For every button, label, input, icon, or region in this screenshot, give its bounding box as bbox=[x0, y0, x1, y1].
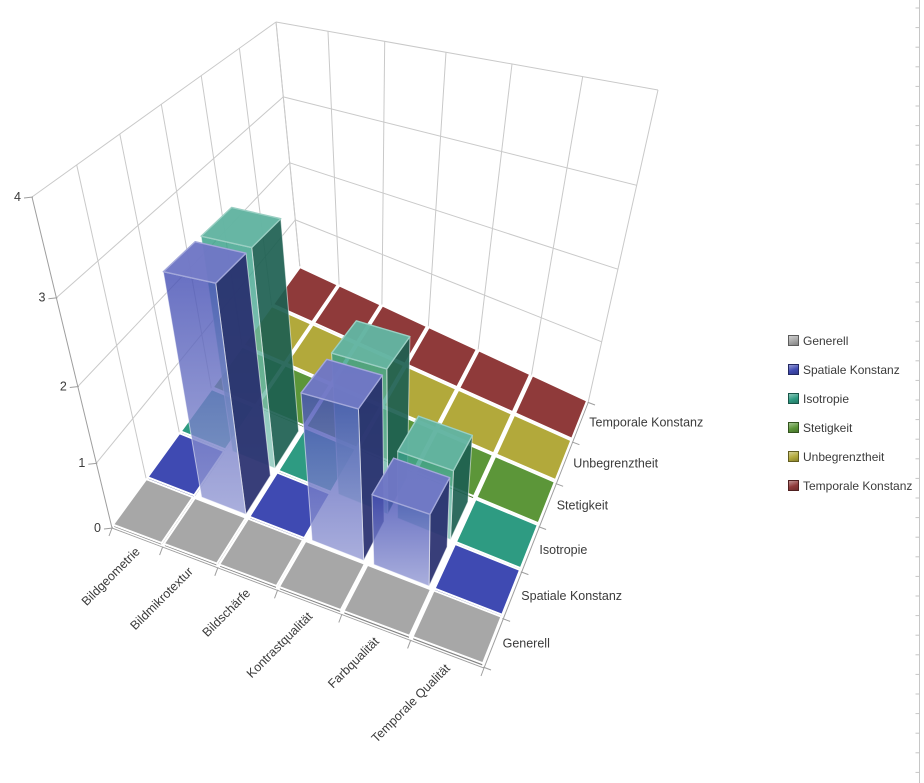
depth-axis-label: Temporale Konstanz bbox=[589, 416, 703, 430]
value-axis-label: 0 bbox=[94, 521, 101, 535]
value-axis-label: 1 bbox=[78, 456, 85, 470]
legend-label: Isotropie bbox=[803, 391, 850, 406]
depth-axis-label: Spatiale Konstanz bbox=[521, 589, 622, 603]
legend: Generell Spatiale Konstanz Isotropie Stetig… bbox=[788, 326, 912, 500]
bar-top-face bbox=[397, 415, 474, 472]
tile-top-face bbox=[411, 589, 503, 665]
bar-s1-c3 bbox=[300, 358, 385, 561]
legend-label: Temporale Konstanz bbox=[803, 478, 913, 493]
tile-top-face bbox=[436, 388, 513, 455]
legend-swatch-icon bbox=[788, 422, 799, 433]
value-axis-label: 2 bbox=[60, 380, 67, 394]
legend-item: Generell bbox=[788, 326, 912, 355]
value-axis-label: 3 bbox=[38, 291, 45, 305]
legend-label: Generell bbox=[803, 333, 849, 348]
tile-top-face bbox=[458, 349, 532, 414]
legend-item: Spatiale Konstanz bbox=[788, 355, 912, 384]
bar-s1-c1 bbox=[162, 240, 271, 515]
legend-swatch-icon bbox=[788, 480, 799, 491]
legend-label: Unbegrenztheit bbox=[803, 449, 885, 464]
legend-item: Unbegrenztheit bbox=[788, 442, 912, 471]
tile-top-face bbox=[433, 542, 521, 616]
legend-swatch-icon bbox=[788, 335, 799, 346]
bar-top-face bbox=[300, 358, 384, 410]
bar-s1-c4 bbox=[371, 457, 451, 587]
tile-top-face bbox=[514, 374, 589, 440]
bars-and-tiles bbox=[112, 206, 589, 668]
tile-top-face bbox=[278, 539, 366, 611]
worksheet-edge-ruler bbox=[915, 0, 920, 783]
bar-top-face bbox=[162, 240, 247, 284]
zero-tile-s0-c5 bbox=[411, 589, 503, 668]
category-label: Kontrastqualität bbox=[244, 609, 316, 681]
tile-top-face bbox=[162, 497, 247, 565]
legend-swatch-icon bbox=[788, 451, 799, 462]
legend-swatch-icon bbox=[788, 393, 799, 404]
legend-label: Stetigkeit bbox=[803, 420, 853, 435]
bar-top-face bbox=[200, 206, 282, 249]
tile-top-face bbox=[475, 455, 556, 525]
category-label: Bildmikrotextur bbox=[127, 564, 195, 632]
bar-top-face bbox=[371, 457, 451, 515]
category-label: Temporale Qualität bbox=[369, 661, 453, 745]
value-axis-label: 4 bbox=[14, 190, 21, 204]
depth-axis-label: Isotropie bbox=[539, 543, 587, 557]
bar-front-face bbox=[300, 392, 365, 561]
depth-axis-label: Generell bbox=[503, 637, 550, 651]
axes bbox=[23, 196, 596, 677]
legend-item: Temporale Konstanz bbox=[788, 471, 912, 500]
tile-top-face bbox=[218, 517, 305, 587]
tile-top-face bbox=[495, 413, 573, 482]
bar-top-face bbox=[330, 320, 411, 370]
tile-top-face bbox=[112, 478, 194, 544]
zero-tile-s0-c4 bbox=[342, 563, 432, 640]
legend-item: Stetigkeit bbox=[788, 413, 912, 442]
tile-top-face bbox=[271, 266, 339, 324]
tile-top-face bbox=[406, 326, 478, 389]
category-label: Farbqualität bbox=[325, 634, 382, 691]
tile-top-face bbox=[454, 498, 539, 570]
zero-tile-s0-c2 bbox=[218, 517, 305, 590]
depth-axis-label: Stetigkeit bbox=[557, 499, 609, 513]
category-label: Bildgeometrie bbox=[79, 544, 143, 608]
legend-item: Isotropie bbox=[788, 384, 912, 413]
zero-tile-s0-c3 bbox=[278, 539, 366, 614]
tile-top-face bbox=[342, 563, 432, 637]
legend-swatch-icon bbox=[788, 364, 799, 375]
category-label: Bildschärfe bbox=[200, 586, 254, 640]
legend-label: Spatiale Konstanz bbox=[803, 362, 900, 377]
depth-axis-label: Unbegrenztheit bbox=[573, 456, 658, 470]
